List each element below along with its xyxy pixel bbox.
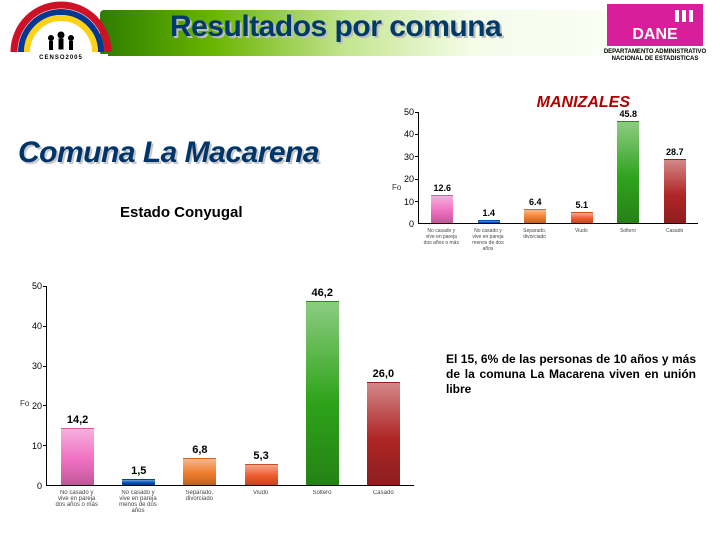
- censo-label: CENSO2005: [14, 54, 108, 62]
- x-label: No casado y vive en pareja menos de dos …: [109, 490, 167, 514]
- x-label: No casado y vive en pareja menos de dos …: [466, 228, 510, 252]
- slide: CENSO2005 Resultados por comuna DANE DEP…: [0, 0, 720, 540]
- x-axis-labels: No casado y vive en pareja dos años o má…: [418, 226, 698, 266]
- dane-logo-icon: DANE: [607, 4, 703, 46]
- y-tick: 40: [32, 321, 42, 331]
- bar: 5,3: [245, 286, 278, 485]
- x-label: Viudo: [559, 228, 603, 234]
- x-label: No casado y vive en pareja dos años o má…: [48, 490, 106, 508]
- bar-value: 46,2: [312, 287, 333, 299]
- x-label: Casado: [652, 228, 696, 234]
- bar-value: 28.7: [666, 147, 684, 157]
- dane-subtitle: DEPARTAMENTO ADMINISTRATIVO NACIONAL DE …: [600, 49, 710, 63]
- bar-value: 6,8: [192, 444, 207, 456]
- section-label: Estado Conyugal: [120, 204, 243, 221]
- bar: 6.4: [524, 112, 546, 223]
- slide-title: Resultados por comuna: [170, 10, 501, 44]
- bar-value: 1.4: [482, 208, 495, 218]
- dane-logo-block: DANE DEPARTAMENTO ADMINISTRATIVO NACIONA…: [600, 4, 710, 63]
- plot-area: 14,2 1,5 6,8 5,3 46,2 26,0: [46, 286, 414, 486]
- y-tick: 50: [32, 281, 42, 291]
- x-label: No casado y vive en pareja dos años o má…: [419, 228, 463, 246]
- y-axis-ticks: 01020304050: [16, 286, 44, 486]
- y-tick: 0: [37, 481, 42, 491]
- insight-note: El 15, 6% de las personas de 10 años y m…: [446, 352, 696, 397]
- bar-value: 14,2: [67, 414, 88, 426]
- bar-value: 12.6: [433, 183, 451, 193]
- x-label: Separado, divorciado: [512, 228, 556, 240]
- slide-header: CENSO2005 Resultados por comuna DANE DEP…: [0, 0, 720, 66]
- plot-area: 12.6 1.4 6.4 5.1 45.8 28.7: [418, 112, 698, 224]
- comuna-name: Comuna La Macarena: [18, 136, 319, 170]
- censo-logo: CENSO2005: [6, 0, 116, 62]
- x-label: Soltero: [293, 490, 351, 496]
- y-tick: 20: [32, 401, 42, 411]
- bar-value: 1,5: [131, 465, 146, 477]
- y-axis-ticks: 01020304050: [388, 112, 416, 224]
- y-tick: 0: [409, 219, 414, 229]
- censo-rainbow-icon: [6, 0, 116, 60]
- y-tick: 50: [404, 107, 414, 117]
- chart-marital-large: 0 10 20 30 40 50 14,2 1,5 6,8 5,3 46,2 26,0 No cas…: [16, 280, 420, 528]
- bar: 45.8: [617, 112, 639, 223]
- x-label: Separado, divorciado: [170, 490, 228, 502]
- bar-value: 6.4: [529, 197, 542, 207]
- bar: 28.7: [664, 112, 686, 223]
- bar-value: 45.8: [619, 109, 637, 119]
- bar: 12.6: [431, 112, 453, 223]
- dane-logo-text: DANE: [632, 26, 677, 44]
- y-axis-title: Fo: [20, 399, 29, 408]
- y-tick: 20: [404, 174, 414, 184]
- bar-value: 5.1: [575, 200, 588, 210]
- bar-value: 26,0: [373, 368, 394, 380]
- bar: 46,2: [306, 286, 339, 485]
- bar: 5.1: [571, 112, 593, 223]
- x-axis-labels: No casado y vive en pareja dos años o má…: [46, 488, 414, 528]
- bar-value: 5,3: [253, 450, 268, 462]
- x-label: Casado: [354, 490, 412, 496]
- x-label: Viudo: [232, 490, 290, 496]
- bar: 1,5: [122, 286, 155, 485]
- y-tick: 40: [404, 129, 414, 139]
- bar: 6,8: [183, 286, 216, 485]
- y-tick: 10: [404, 197, 414, 207]
- bar: 14,2: [61, 286, 94, 485]
- bar: 26,0: [367, 286, 400, 485]
- chart-marital-small: 0 10 20 30 40 50 12.6 1.4 6.4 5.1 45.8 28.7 No cas…: [388, 106, 704, 266]
- bar: 1.4: [478, 112, 500, 223]
- x-label: Soltero: [606, 228, 650, 234]
- y-tick: 30: [32, 361, 42, 371]
- y-tick: 10: [32, 441, 42, 451]
- note-text: El 15, 6% de las personas de 10 años y m…: [446, 352, 696, 396]
- y-axis-title: Fo: [392, 183, 401, 192]
- y-tick: 30: [404, 152, 414, 162]
